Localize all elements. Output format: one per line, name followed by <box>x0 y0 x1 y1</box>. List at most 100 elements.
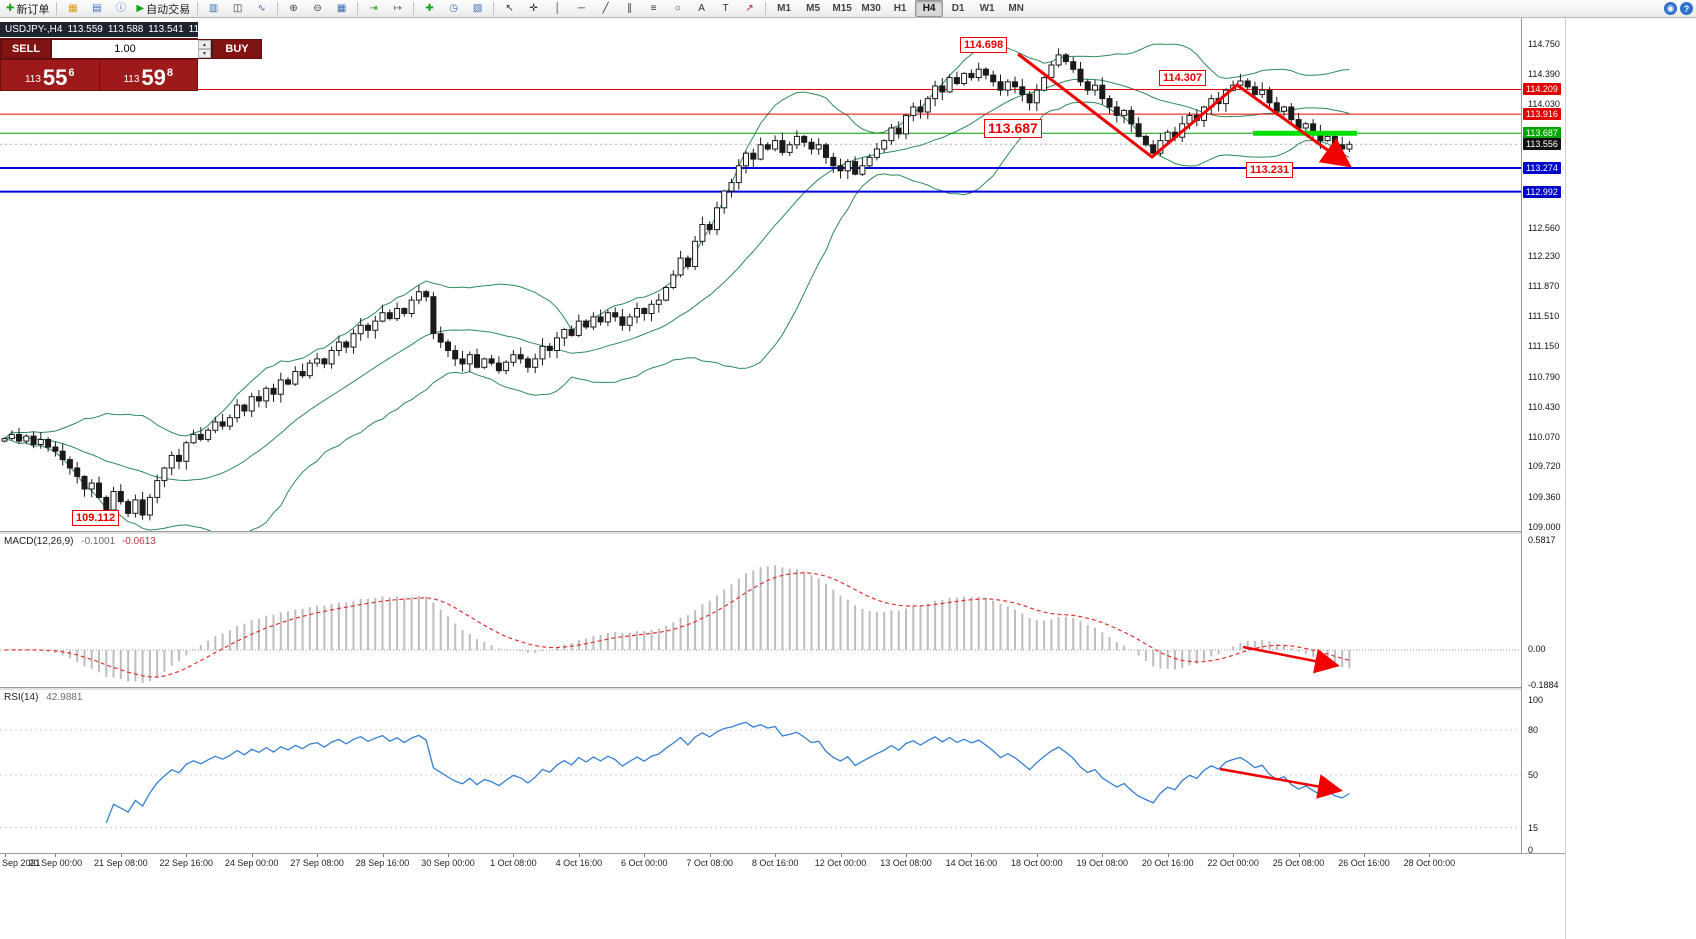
timeframe-button-m1[interactable]: M1 <box>777 3 792 14</box>
time-axis[interactable]: Sep 2021 20 Sep 00:00 21 Sep 08:00 22 Sep 1… <box>0 853 1565 871</box>
periods-button[interactable]: ◷ <box>442 0 465 17</box>
channel-button[interactable]: ∥ <box>618 0 641 17</box>
panel-divider[interactable] <box>0 687 1565 690</box>
timeframe-button-m30[interactable]: M30 <box>861 3 881 14</box>
text-button[interactable]: A <box>690 0 713 17</box>
volume-input[interactable] <box>52 40 198 58</box>
chart-annotations-layer: 114.698 114.307 113.687 113.231 109.112 <box>0 18 1521 531</box>
time-axis-tick <box>1036 854 1038 857</box>
rsi-panel[interactable]: RSI(14) 42.9881 <box>0 690 1521 853</box>
shapes-button[interactable]: ○ <box>666 0 689 17</box>
sell-button[interactable]: SELL <box>1 39 51 59</box>
time-axis-label: 13 Oct 08:00 <box>880 858 932 868</box>
time-axis-tick <box>971 854 973 857</box>
time-axis-tick <box>1233 854 1235 857</box>
line-chart-mode-button[interactable]: ∿ <box>250 0 273 17</box>
price-annotation-tag[interactable]: 114.307 <box>1159 70 1207 86</box>
zoom-out-button[interactable]: ⊖ <box>306 0 329 17</box>
open-value: 113.559 <box>67 24 103 35</box>
price-axis-label: 0.5817 <box>1528 535 1556 545</box>
high-value: 113.588 <box>107 24 144 35</box>
trend-arrow[interactable] <box>1017 52 1352 168</box>
time-axis-tick <box>513 854 515 857</box>
macd-panel[interactable]: MACD(12,26,9) -0.1001 -0.0613 <box>0 534 1521 687</box>
price-axis[interactable]: 114.750 114.390 114.030 112.560 112.230 111.8… <box>1521 18 1565 855</box>
buy-price[interactable]: 113 59 8 <box>100 60 198 91</box>
timeframe-button-m15[interactable]: M15 <box>832 3 852 14</box>
timeframe-button-d1[interactable]: D1 <box>951 3 965 14</box>
cursor-button[interactable]: ↖ <box>498 0 521 17</box>
label-button[interactable]: T <box>714 0 737 17</box>
time-axis-tick <box>775 854 777 857</box>
indicators-button[interactable]: ✚ <box>418 0 441 17</box>
community-icon[interactable]: ◉ <box>1664 2 1677 15</box>
chart-shift-icon: ↦ <box>393 2 402 14</box>
new-order-button[interactable]: ✚ 新订单 <box>3 0 52 17</box>
price-annotation-tag[interactable]: 114.698 <box>960 37 1008 53</box>
toolbar-separator <box>765 2 767 15</box>
price-annotation-tag[interactable]: 113.687 <box>984 119 1042 138</box>
time-axis-label: 1 Oct 08:00 <box>490 858 537 868</box>
panel-divider[interactable] <box>0 531 1565 534</box>
label-icon: T <box>722 2 729 14</box>
price-axis-label: 0.00 <box>1528 644 1546 654</box>
autotrading-button-label: 自动交易 <box>146 3 191 16</box>
time-axis-label: Sep 2021 <box>2 858 41 868</box>
sell-price-big: 55 <box>42 65 68 90</box>
crosshair-button[interactable]: ✛ <box>522 0 545 17</box>
volume-down-button[interactable]: ▼ <box>198 49 211 58</box>
time-axis-tick <box>186 854 188 857</box>
sell-price[interactable]: 113 55 6 <box>1 60 99 91</box>
timeframe-button-m5[interactable]: M5 <box>806 3 821 14</box>
bar-chart-mode-button[interactable]: ▥ <box>202 0 225 17</box>
price-level-label: 112.992 <box>1523 185 1561 198</box>
help-icon[interactable]: ? <box>1680 2 1693 15</box>
time-axis-tick <box>55 854 57 857</box>
volume-field: ▲ ▼ <box>51 39 212 59</box>
macd-canvas[interactable] <box>0 534 1521 687</box>
templates-button[interactable]: ▧ <box>466 0 489 17</box>
chart-shift-button[interactable]: ↦ <box>386 0 409 17</box>
volume-up-button[interactable]: ▲ <box>198 40 211 49</box>
tile-windows-button[interactable]: ▦ <box>330 0 353 17</box>
macd-trend-arrow[interactable] <box>1242 645 1340 674</box>
vertical-line-button[interactable]: │ <box>546 0 569 17</box>
trendline-button[interactable]: ╱ <box>594 0 617 17</box>
timeframe-button-h4[interactable]: H4 <box>915 0 944 17</box>
cursor-icon: ↖ <box>505 2 514 14</box>
zoom-in-button[interactable]: ⊕ <box>282 0 305 17</box>
terminal-button[interactable]: ⓘ <box>109 0 132 17</box>
time-axis-label: 22 Oct 00:00 <box>1207 858 1259 868</box>
price-axis-label: 114.030 <box>1528 99 1560 110</box>
time-axis-tick <box>1102 854 1104 857</box>
rsi-canvas[interactable] <box>0 690 1521 853</box>
rsi-trend-arrow[interactable] <box>1219 767 1343 799</box>
market-watch-button[interactable]: ▦ <box>61 0 84 17</box>
right-gutter <box>1565 18 1696 939</box>
price-axis-label: 109.000 <box>1528 521 1561 532</box>
autotrading-button[interactable]: ▶ 自动交易 <box>133 0 193 17</box>
navigator-button[interactable]: ▤ <box>85 0 108 17</box>
time-axis-label: 8 Oct 16:00 <box>751 858 799 868</box>
arrow-tools-button[interactable]: ↗ <box>738 0 761 17</box>
timeframe-button-h1[interactable]: H1 <box>893 3 907 14</box>
price-annotation-tag[interactable]: 109.112 <box>72 510 120 526</box>
buy-button[interactable]: BUY <box>212 39 262 59</box>
horizontal-line-button[interactable]: ─ <box>570 0 593 17</box>
price-chart-canvas[interactable] <box>0 18 1521 531</box>
timeframe-button-mn[interactable]: MN <box>1008 3 1024 14</box>
price-annotation-tag[interactable]: 113.231 <box>1246 162 1294 178</box>
candlestick-mode-icon: ◫ <box>232 2 243 14</box>
buy-price-prefix: 113 <box>123 74 140 85</box>
main-chart-panel[interactable]: 114.698 114.307 113.687 113.231 109.112 USDJ… <box>0 18 1521 531</box>
toolbar-separator <box>56 2 58 15</box>
time-axis-tick <box>709 854 711 857</box>
timeframe-button-w1[interactable]: W1 <box>979 3 995 14</box>
candlestick-mode-button[interactable]: ◫ <box>226 0 249 17</box>
horizontal-line-icon: ─ <box>578 2 586 14</box>
auto-scroll-button[interactable]: ⇥ <box>362 0 385 17</box>
macd-name: MACD(12,26,9) <box>4 536 74 547</box>
fibonacci-button[interactable]: ≡ <box>642 0 665 17</box>
indicators-icon: ✚ <box>425 2 434 14</box>
